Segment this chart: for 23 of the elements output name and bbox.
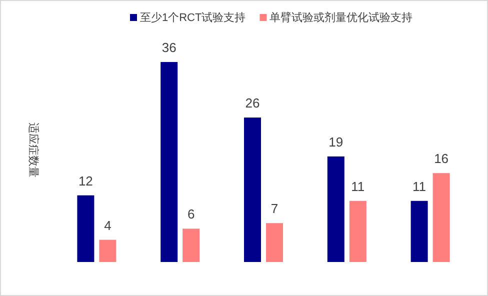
legend-label: 单臂试验或剂量优化试验支持 [270,11,413,24]
data-label: 19 [328,134,344,150]
bar [244,118,261,262]
legend-label: 至少1个RCT试验支持 [140,11,246,24]
data-label: 4 [104,218,112,233]
bar [432,173,450,262]
data-label: 6 [187,206,195,222]
data-label: 36 [162,40,176,55]
bar [266,223,283,262]
data-label: 11 [412,178,426,194]
data-label: 16 [434,151,449,166]
bar [77,195,94,262]
bar [182,228,200,262]
data-label: 11 [351,178,365,194]
bar [349,200,366,262]
data-label: 7 [270,201,278,216]
bar [327,156,344,262]
data-label: 12 [78,173,93,188]
y-axis-title: 适应症数量 [27,122,40,178]
data-label: 26 [245,96,260,111]
bar [410,200,428,262]
bar [160,62,178,262]
bar [99,240,116,262]
